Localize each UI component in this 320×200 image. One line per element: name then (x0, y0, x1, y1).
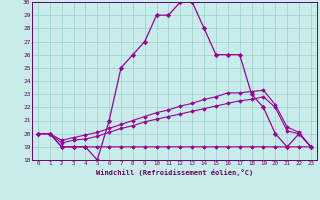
X-axis label: Windchill (Refroidissement éolien,°C): Windchill (Refroidissement éolien,°C) (96, 169, 253, 176)
